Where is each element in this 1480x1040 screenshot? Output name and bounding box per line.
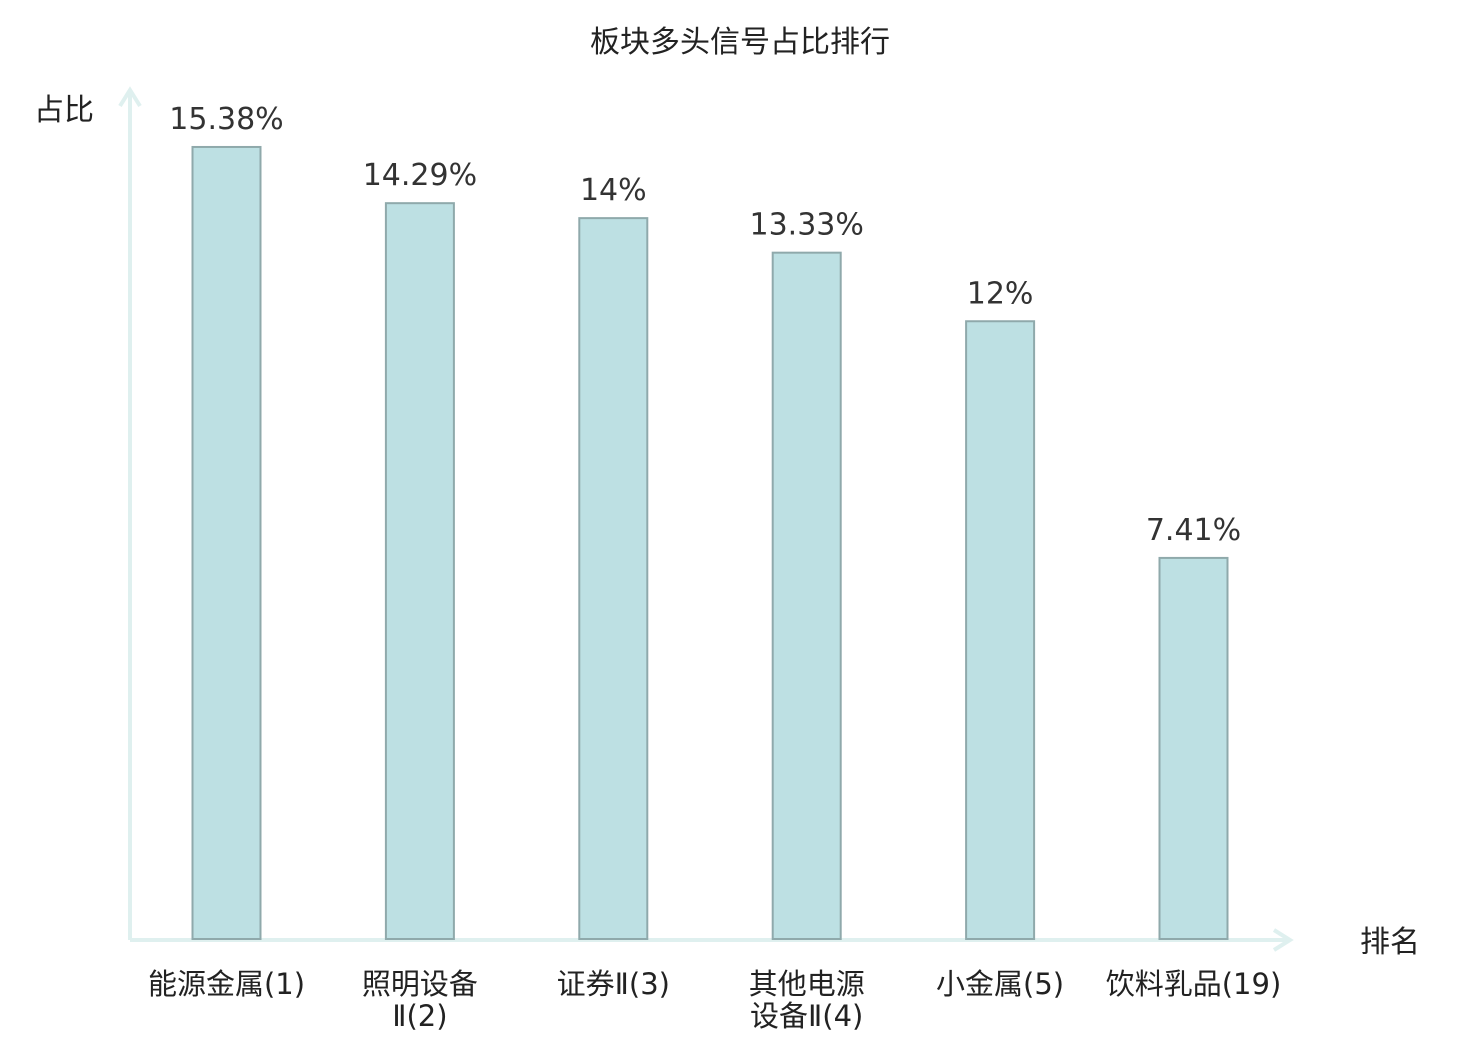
- category-label-line: 小金属(5): [936, 967, 1064, 1001]
- category-label-2: 照明设备 Ⅱ(2): [362, 967, 478, 1033]
- bar-2: [384, 202, 455, 940]
- category-label-4: 其他电源设备Ⅱ(4): [749, 967, 865, 1033]
- bar-3: [578, 217, 649, 940]
- value-label-4: 13.33%: [750, 208, 864, 243]
- value-label-5: 12%: [967, 276, 1034, 311]
- category-label-line: 设备Ⅱ(4): [750, 999, 863, 1033]
- category-label-line: Ⅱ(2): [392, 999, 447, 1033]
- value-label-1: 15.38%: [169, 102, 283, 137]
- chart-title: 板块多头信号占比排行: [590, 25, 890, 60]
- category-labels-group: 能源金属(1) 照明设备 Ⅱ(2) 证券Ⅱ(3) 其他电源设备Ⅱ(4) 小金属(5) 饮料乳…: [148, 967, 1281, 1033]
- x-axis-arrow: [1272, 928, 1294, 952]
- bar-5: [965, 320, 1036, 940]
- category-label-6: 饮料乳品(19): [1106, 967, 1282, 1001]
- category-label-line: 证券Ⅱ(3): [557, 967, 670, 1001]
- y-axis-arrow: [118, 86, 142, 108]
- value-label-3: 14%: [580, 173, 647, 208]
- axes: [118, 86, 1294, 952]
- x-axis-label: 排名: [1360, 925, 1420, 960]
- bars-group: [191, 145, 1229, 940]
- bar-6: [1158, 556, 1229, 940]
- bar-1: [191, 145, 262, 940]
- category-label-line: 饮料乳品(19): [1106, 967, 1282, 1001]
- category-label-line: 能源金属(1): [148, 967, 305, 1001]
- value-labels-group: 15.38% 14.29% 14% 13.33% 12% 7.41%: [169, 102, 1241, 548]
- value-label-2: 14.29%: [363, 158, 477, 193]
- category-label-5: 小金属(5): [936, 967, 1064, 1001]
- bar-4: [771, 251, 842, 940]
- category-label-line: 其他电源: [749, 967, 865, 1001]
- category-label-line: 照明设备: [362, 967, 478, 1001]
- category-label-1: 能源金属(1): [148, 967, 305, 1001]
- category-label-3: 证券Ⅱ(3): [557, 967, 670, 1001]
- y-axis-label: 占比: [34, 93, 94, 128]
- value-label-6: 7.41%: [1146, 513, 1241, 548]
